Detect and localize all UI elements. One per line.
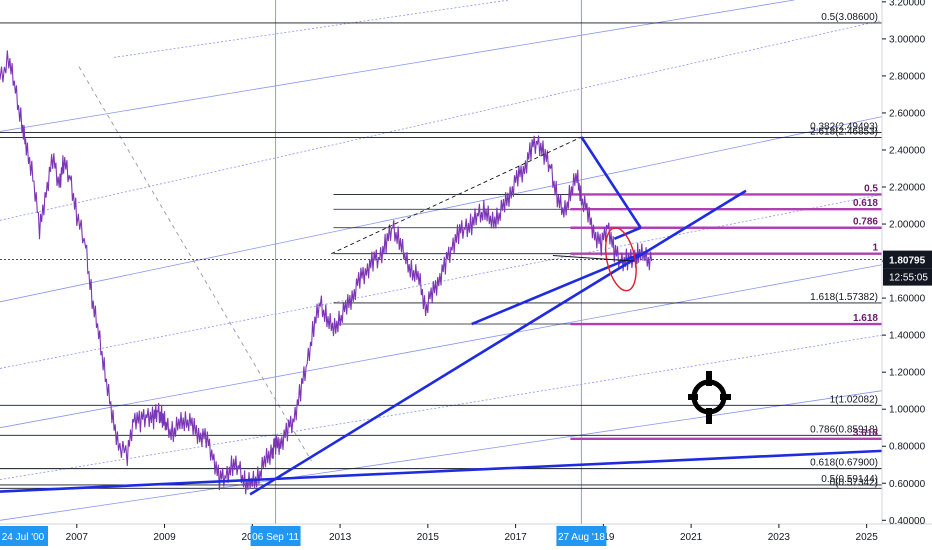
y-tick-label: 2.80000 — [889, 71, 926, 82]
fan-line — [0, 390, 882, 521]
y-tick-label: 1.20000 — [889, 368, 926, 379]
fan-line — [0, 19, 882, 221]
x-tick-label: 2015 — [417, 532, 440, 543]
fib-level-label: 0.786(0.85918) — [810, 424, 878, 435]
dashed-fib-anchor-line — [331, 136, 582, 255]
x-tick-label: 2017 — [504, 532, 527, 543]
y-tick-label: 0.80000 — [889, 442, 926, 453]
countdown-tag-box — [883, 268, 932, 286]
x-tick-label: 2007 — [66, 532, 89, 543]
x-tick-label: 2023 — [768, 532, 791, 543]
x-tick-label: 2009 — [153, 532, 176, 543]
fib-level-label: 1 — [872, 243, 878, 254]
countdown-tag-label: 12:55:05 — [889, 273, 928, 284]
fib-level-label: 1(1.02082) — [830, 394, 878, 405]
price-series-line — [0, 50, 653, 495]
date-tag-label: 27 Aug '18 — [558, 532, 605, 543]
y-tick-label: 3.20000 — [889, 0, 926, 8]
fib-level-label: 1.618(1.57382) — [810, 292, 878, 303]
x-tick-label: 2013 — [329, 532, 352, 543]
y-tick-label: 2.60000 — [889, 108, 926, 119]
y-tick-label: 2.00000 — [889, 220, 926, 231]
fib-level-label: 0.5(3.08600) — [821, 12, 878, 23]
fib-level-label: 0(0.57342) — [830, 477, 878, 488]
fib-level-label: 0.382(2.49493) — [810, 121, 878, 132]
trendline-drawing — [580, 136, 642, 229]
trendline-drawing — [613, 226, 642, 241]
y-tick-label: 2.20000 — [889, 183, 926, 194]
fib-level-label: 0.618 — [853, 198, 878, 209]
fib-level-label: 1.618 — [853, 313, 878, 324]
y-tick-label: 0.60000 — [889, 479, 926, 490]
y-tick-label: 1.00000 — [889, 405, 926, 416]
trendline-drawing — [0, 449, 882, 493]
trendline-drawing — [249, 189, 747, 496]
fib-level-label: 0.618(0.67900) — [810, 458, 878, 469]
trendline-drawing — [471, 252, 642, 326]
date-tag-label: 24 Jul '00 — [2, 532, 45, 543]
fib-level-label: 3.618 — [853, 428, 878, 439]
crosshair-target-icon[interactable] — [688, 371, 731, 424]
fib-level-label: 0.5(0.59144) — [821, 474, 878, 485]
x-tick-label: 2021 — [680, 532, 703, 543]
date-tag-label: 06 Sep '11 — [252, 532, 299, 543]
last-price-tag-label: 1.80795 — [889, 256, 926, 267]
y-tick-label: 3.00000 — [889, 34, 926, 45]
fan-line — [0, 264, 882, 429]
fan-line — [0, 0, 795, 132]
highlight-ellipse — [604, 227, 637, 292]
date-tag-box — [250, 526, 301, 546]
x-tick-label: 2025 — [856, 532, 879, 543]
price-connector-line — [552, 255, 635, 262]
y-tick-label: 1.40000 — [889, 331, 926, 342]
fib-level-label: 0.786 — [853, 217, 878, 228]
fib-level-label: 0.5 — [864, 183, 878, 194]
y-tick-label: 2.40000 — [889, 145, 926, 156]
date-tag-box — [556, 526, 607, 546]
y-tick-label: 1.60000 — [889, 294, 926, 305]
y-tick-label: 0.40000 — [889, 516, 926, 527]
fib-level-label: 2.618(2.46853) — [810, 126, 878, 137]
date-tag-box — [0, 526, 48, 546]
fan-line — [114, 0, 510, 58]
fan-line — [0, 334, 882, 480]
last-price-tag-box — [883, 250, 932, 269]
